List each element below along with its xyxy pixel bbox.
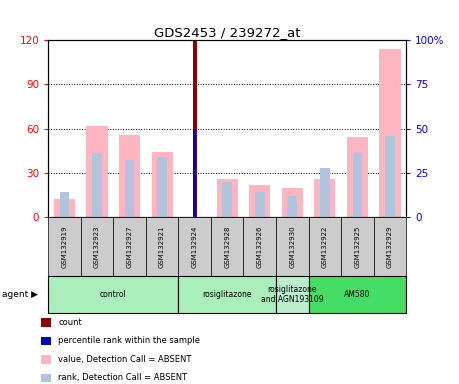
Bar [125, 161, 134, 217]
Text: GSM132922: GSM132922 [322, 225, 328, 268]
Text: percentile rank within the sample: percentile rank within the sample [58, 336, 200, 346]
Text: rank, Detection Call = ABSENT: rank, Detection Call = ABSENT [58, 373, 187, 382]
Text: count: count [58, 318, 82, 327]
Bar [385, 136, 395, 217]
Text: GSM132923: GSM132923 [94, 225, 100, 268]
Bar [193, 40, 196, 217]
Text: GSM132926: GSM132926 [257, 225, 263, 268]
Bar [217, 179, 238, 217]
Text: AM580: AM580 [344, 290, 370, 299]
Bar [54, 199, 75, 217]
Bar [282, 187, 303, 217]
Text: GSM132919: GSM132919 [62, 225, 67, 268]
Bar [249, 185, 270, 217]
Bar [287, 196, 297, 217]
Bar [193, 129, 196, 217]
Title: GDS2453 / 239272_at: GDS2453 / 239272_at [154, 26, 301, 39]
Bar [320, 167, 330, 217]
Text: GSM132924: GSM132924 [192, 225, 198, 268]
Bar [380, 49, 401, 217]
Bar [119, 134, 140, 217]
Bar [151, 152, 173, 217]
Text: GSM132921: GSM132921 [159, 225, 165, 268]
Text: GSM132928: GSM132928 [224, 225, 230, 268]
Text: rosiglitazone
and AGN193109: rosiglitazone and AGN193109 [261, 285, 324, 305]
Bar [60, 192, 69, 217]
Bar [86, 126, 107, 217]
Bar [314, 179, 336, 217]
Text: agent ▶: agent ▶ [2, 290, 38, 299]
Text: GSM132929: GSM132929 [387, 225, 393, 268]
Bar [353, 153, 362, 217]
Bar [347, 137, 368, 217]
Bar [157, 157, 167, 217]
Text: GSM132927: GSM132927 [127, 225, 133, 268]
Text: GSM132925: GSM132925 [354, 225, 360, 268]
Bar [222, 182, 232, 217]
Text: rosiglitazone: rosiglitazone [202, 290, 252, 299]
Text: control: control [100, 290, 127, 299]
Bar [255, 192, 265, 217]
Bar [92, 153, 102, 217]
Text: value, Detection Call = ABSENT: value, Detection Call = ABSENT [58, 355, 192, 364]
Text: GSM132930: GSM132930 [289, 225, 295, 268]
